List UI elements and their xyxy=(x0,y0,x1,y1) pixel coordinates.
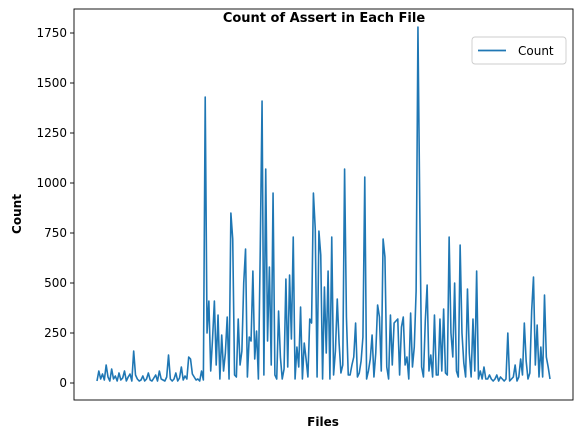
y-tick-label: 750 xyxy=(44,226,67,240)
y-tick-label: 1750 xyxy=(36,26,67,40)
plot-area xyxy=(96,26,551,382)
axes-frame xyxy=(73,8,574,401)
x-axis-label: Files xyxy=(307,415,339,429)
legend-box xyxy=(471,36,567,65)
y-tick-label: 0 xyxy=(59,376,67,390)
legend-label: Count xyxy=(518,44,554,58)
y-tick-label: 250 xyxy=(44,326,67,340)
legend: Count xyxy=(471,36,567,65)
y-axis-label: Count xyxy=(10,194,24,234)
y-tick-label: 500 xyxy=(44,276,67,290)
chart-title: Count of Assert in Each File xyxy=(223,11,426,26)
y-axis: 0 250 500 750 1000 1250 1500 1750 xyxy=(36,26,74,390)
y-tick-label: 1250 xyxy=(36,126,67,140)
y-tick-label: 1500 xyxy=(36,76,67,90)
series-line-count xyxy=(96,26,551,382)
y-tick-label: 1000 xyxy=(36,176,67,190)
